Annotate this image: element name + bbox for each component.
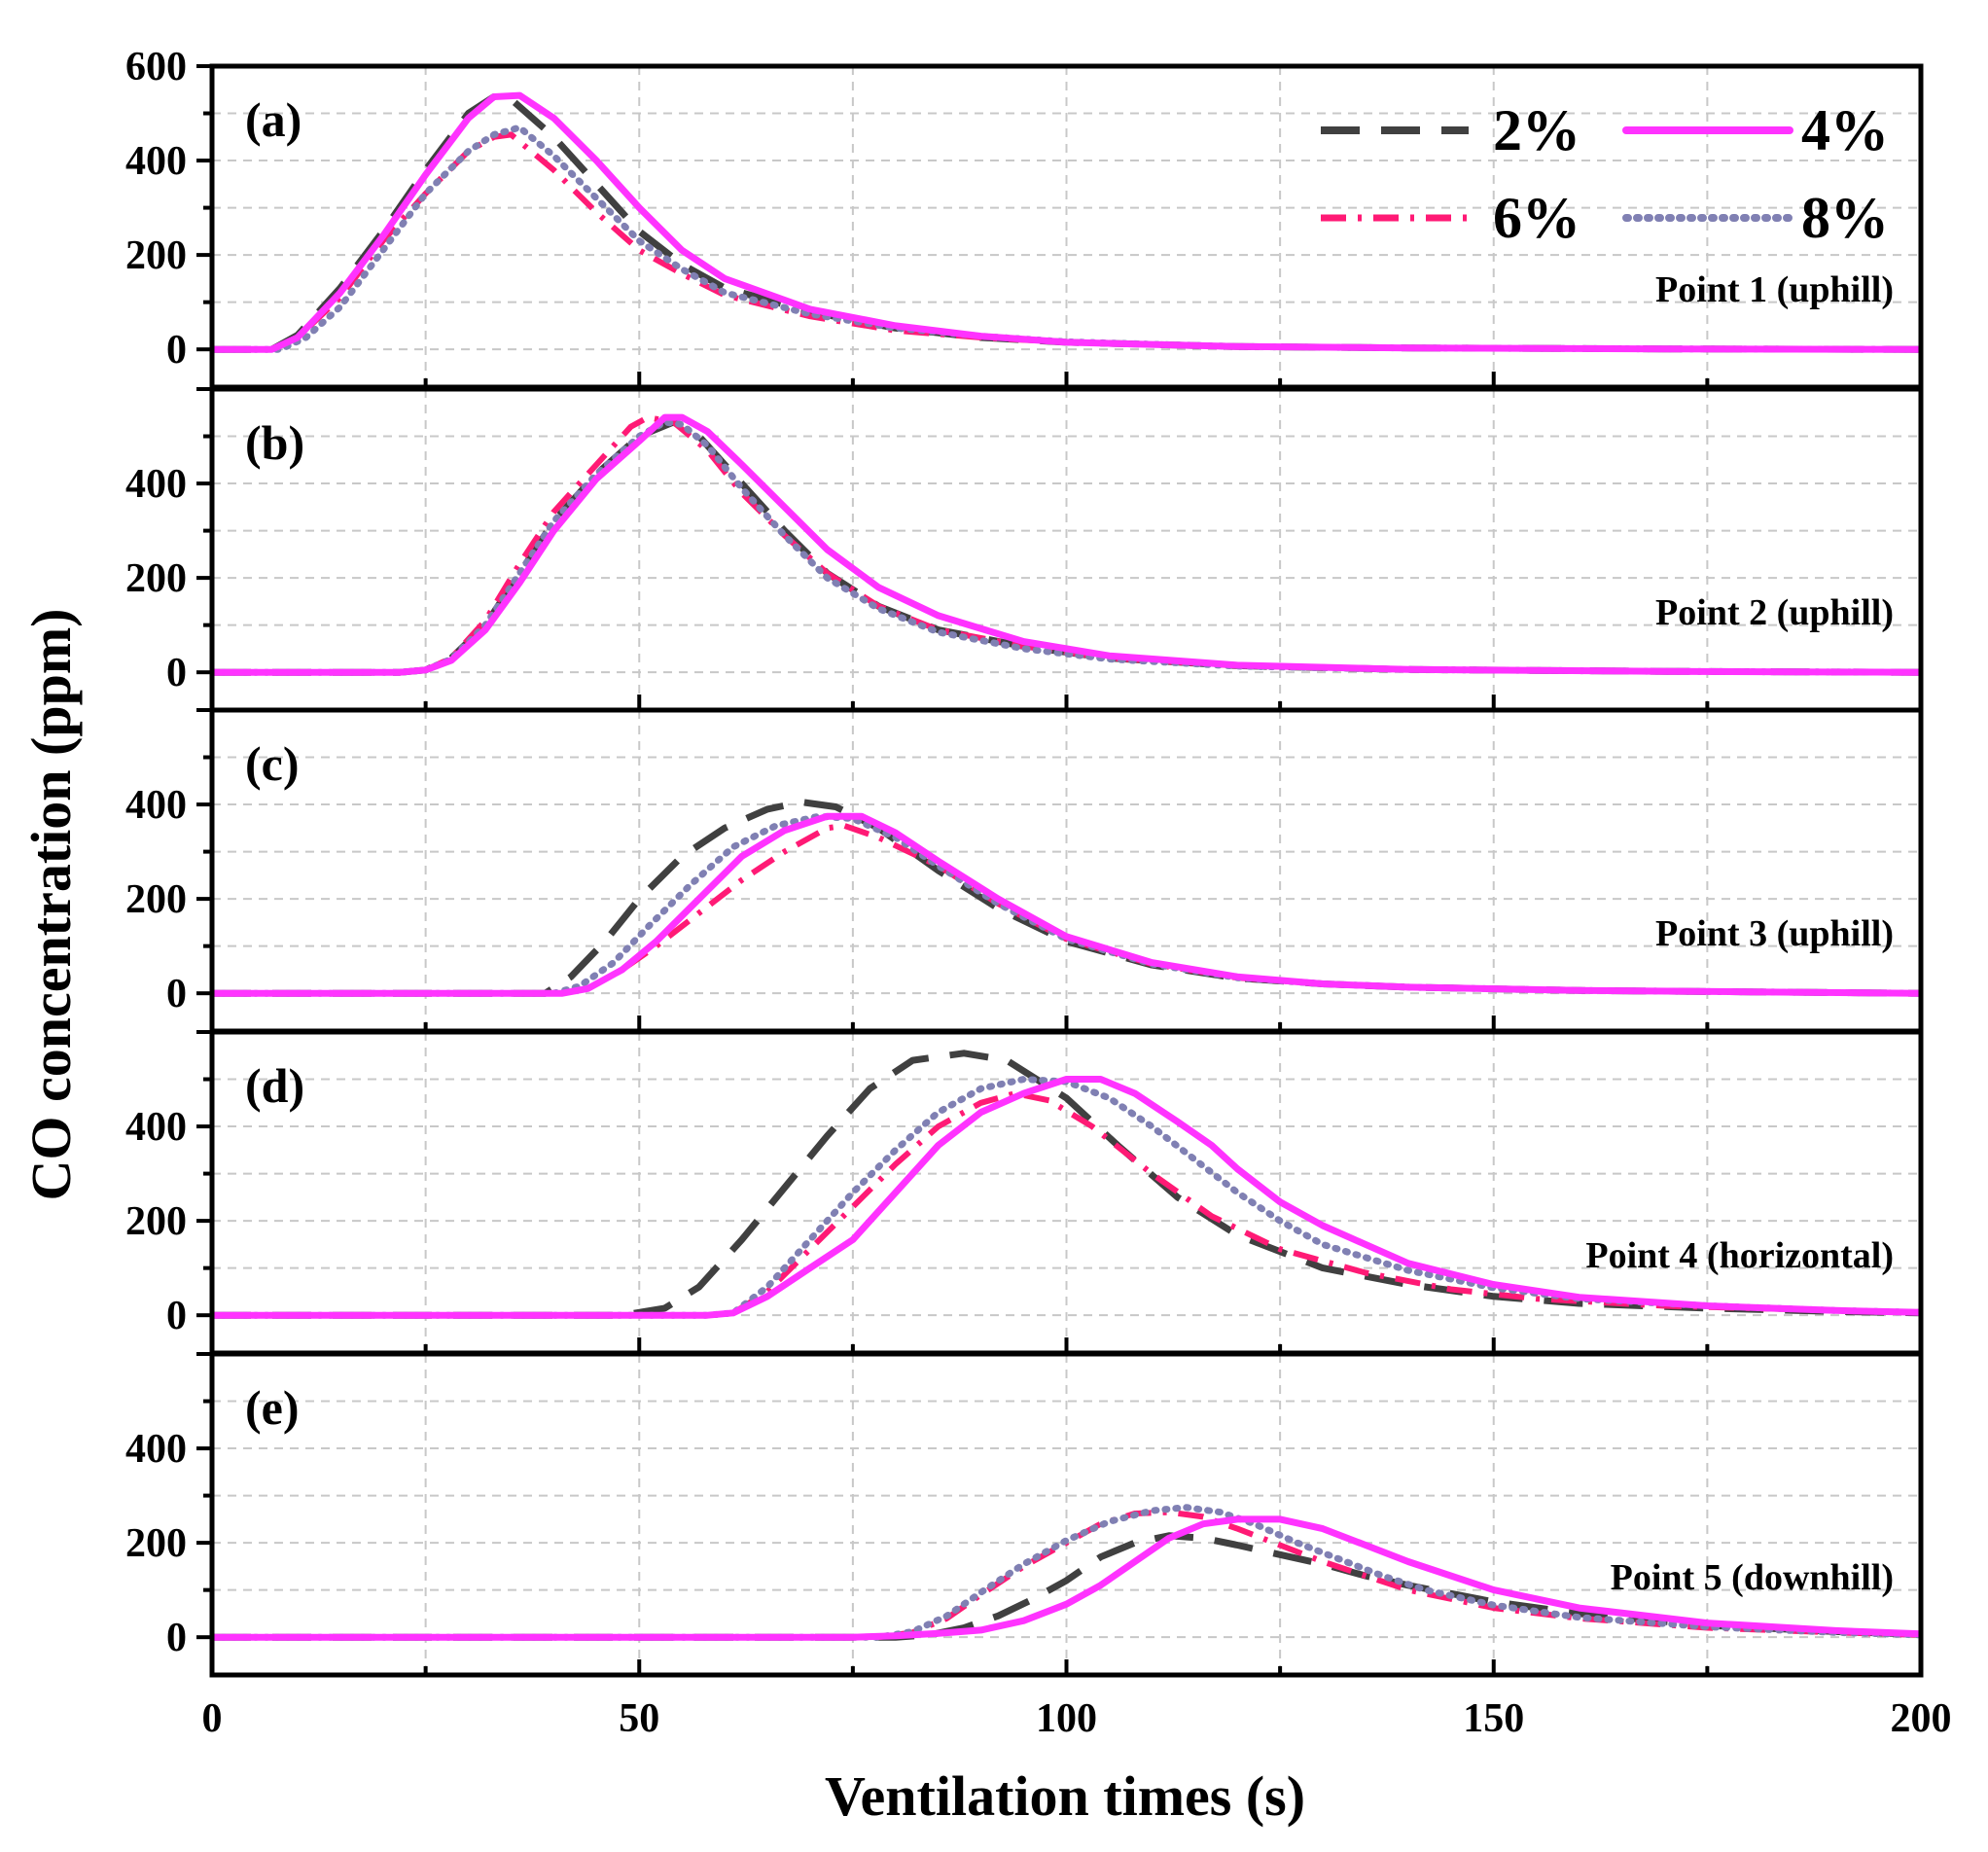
y-tick-label: 0 (166, 972, 187, 1016)
y-tick-label: 400 (125, 783, 187, 828)
panel-label: (a) (245, 92, 302, 147)
series-line-4pct (212, 91, 1921, 353)
y-tick-label: 600 (125, 45, 187, 89)
panels-layer: 0 200 400 600 (a) Point 1 (uphill) 0 200 400 (b) P… (125, 45, 1924, 1678)
point-label: Point 5 (downhill) (1611, 1557, 1894, 1598)
panel-label: (e) (245, 1380, 300, 1435)
y-tick-label: 400 (125, 462, 187, 507)
legend-label: 6% (1493, 186, 1580, 250)
panel-e: 0 200 400 (e) Point 5 (downhill) (125, 1351, 1924, 1678)
y-tick-label: 400 (125, 139, 187, 184)
series-line-8pct (212, 1504, 1921, 1641)
x-axis-label: Ventilation times (s) (825, 1764, 1305, 1828)
panel-a: 0 200 400 600 (a) Point 1 (uphill) (125, 45, 1924, 390)
series-group (212, 799, 1921, 997)
series-line-4pct (212, 1515, 1921, 1641)
x-tick-label: 100 (1036, 1696, 1097, 1741)
series-line-4pct (212, 413, 1921, 676)
x-tick-label: 0 (202, 1696, 223, 1741)
x-tick-label: 150 (1463, 1696, 1524, 1741)
panel-label: (d) (245, 1058, 304, 1113)
y-axis-label: CO concentration (ppm) (19, 609, 83, 1201)
y-tick-label: 200 (125, 1199, 187, 1244)
y-tick-label: 0 (166, 1294, 187, 1338)
panel-c: 0 200 400 (c) Point 3 (uphill) (125, 707, 1924, 1034)
y-tick-label: 200 (125, 1521, 187, 1566)
series-line-8pct (212, 124, 1921, 353)
series-group (212, 413, 1921, 676)
legend-label: 4% (1801, 98, 1889, 162)
x-tick-label: 200 (1891, 1696, 1952, 1741)
panel-d: 0 200 400 (d) Point 4 (horizontal) (125, 1029, 1924, 1356)
y-tick-label: 0 (166, 328, 187, 373)
panel-label: (b) (245, 415, 304, 470)
point-label: Point 4 (horizontal) (1585, 1235, 1894, 1276)
y-tick-label: 200 (125, 877, 187, 922)
y-tick-label: 0 (166, 1616, 187, 1660)
y-tick-label: 400 (125, 1105, 187, 1150)
series-line-6pct (212, 1090, 1921, 1319)
panel-frame (209, 1351, 1924, 1678)
y-tick-label: 0 (166, 651, 187, 695)
series-line-4pct (212, 1076, 1921, 1319)
series-group (212, 91, 1921, 353)
x-tick-label: 50 (619, 1696, 659, 1741)
point-label: Point 3 (uphill) (1655, 913, 1894, 954)
x-axis: 0 50 100 150 200 (202, 1696, 1952, 1741)
point-label: Point 2 (uphill) (1655, 592, 1894, 633)
legend: 2% 4% 6% 8% (1321, 98, 1889, 250)
y-tick-label: 400 (125, 1427, 187, 1472)
legend-label: 8% (1801, 186, 1889, 250)
panel-b: 0 200 400 (b) Point 2 (uphill) (125, 386, 1924, 713)
series-group (212, 1050, 1921, 1319)
legend-label: 2% (1493, 98, 1580, 162)
y-tick-label: 200 (125, 233, 187, 278)
series-line-4pct (212, 812, 1921, 997)
panel-label: (c) (245, 736, 300, 791)
y-tick-label: 200 (125, 556, 187, 601)
series-group (212, 1504, 1921, 1641)
point-label: Point 1 (uphill) (1655, 269, 1894, 310)
